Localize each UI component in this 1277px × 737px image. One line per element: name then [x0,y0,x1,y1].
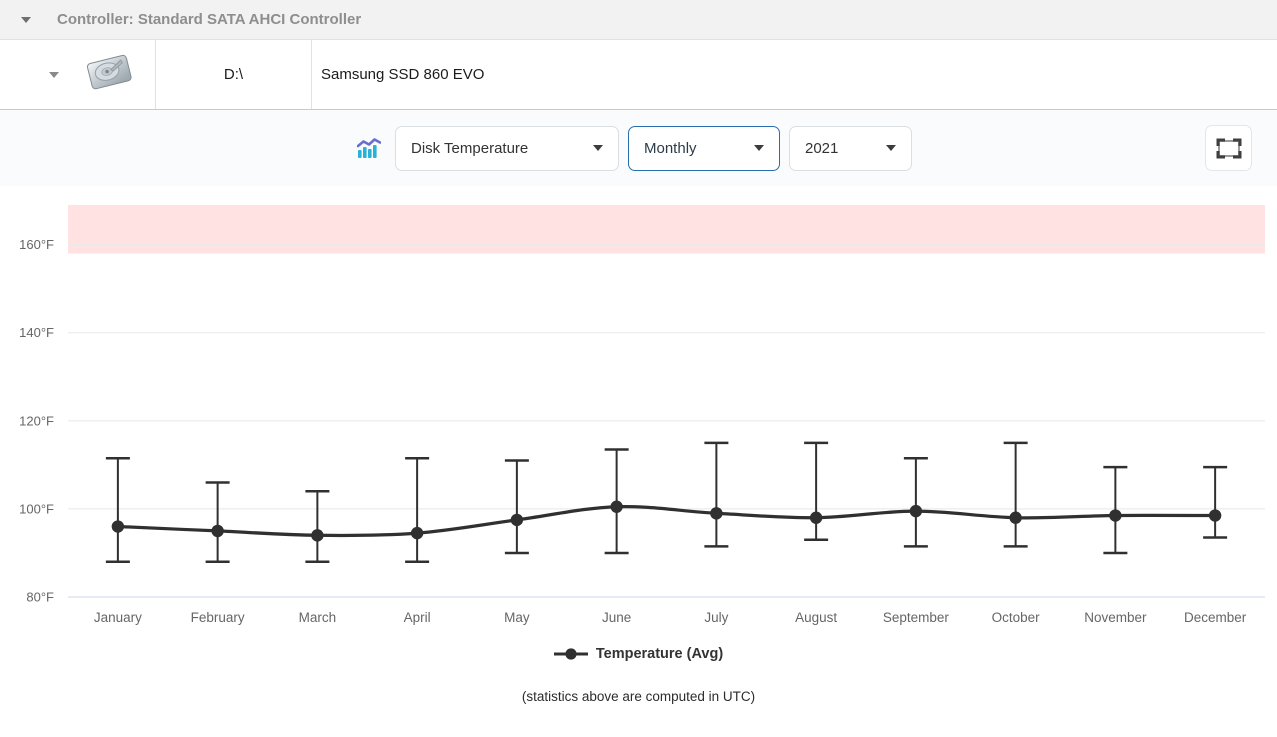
stats-chart-icon [357,137,381,159]
x-axis-label-May: May [504,610,530,625]
data-point-January[interactable] [111,520,125,533]
error-bar-August [804,441,829,541]
y-axis-label-140°F: 140°F [19,325,54,340]
controller-header: Controller: Standard SATA AHCI Controlle… [0,0,1277,40]
error-bar-March [305,490,330,564]
x-axis-label-August: August [795,610,837,625]
x-axis-label-June: June [602,610,631,625]
data-point-May[interactable] [510,513,524,527]
x-axis-label-January: January [94,610,142,625]
x-axis-label-September: September [883,610,950,625]
y-axis-label-120°F: 120°F [19,413,54,428]
fullscreen-button[interactable] [1205,125,1252,171]
data-point-February[interactable] [211,524,224,538]
drive-model: Samsung SSD 860 EVO [321,66,485,83]
drive-icon-cell [0,40,156,109]
hdd-icon [83,51,137,99]
controller-title: Controller: Standard SATA AHCI Controlle… [57,11,362,28]
metric-dropdown-value: Disk Temperature [411,139,529,157]
temperature-chart: 80°F 100°F 120°F 140°F 160°F January February M… [0,186,1277,632]
data-point-August[interactable] [809,511,823,524]
controller-collapse-button[interactable] [19,13,33,27]
x-axis-label-March: March [299,610,337,625]
data-point-September[interactable] [909,504,923,518]
y-axis-label-80°F: 80°F [26,590,54,605]
chart-svg: 80°F 100°F 120°F 140°F 160°F January February M… [19,205,1265,625]
x-axis-label-April: April [404,610,431,625]
period-dropdown[interactable]: Monthly [628,125,780,171]
utc-note: (statistics above are computed in UTC) [521,689,756,704]
x-axis-label-November: November [1084,610,1147,625]
data-point-June[interactable] [610,500,623,513]
plot-band-overheat [68,205,1265,254]
chevron-down-icon [21,16,31,23]
y-axis-label-100°F: 100°F [19,501,54,516]
error-bar-January [105,457,130,564]
error-bar-December [1203,465,1228,539]
error-bar-July [704,441,729,548]
error-bar-February [205,481,230,564]
data-point-November[interactable] [1109,509,1122,522]
y-axis-label-160°F: 160°F [19,237,54,252]
x-axis-label-October: October [992,610,1041,625]
data-point-July[interactable] [710,507,723,520]
metric-dropdown[interactable]: Disk Temperature [395,125,619,171]
data-point-March[interactable] [311,529,324,542]
error-bar-September [903,457,928,548]
drive-collapse-button[interactable] [47,68,61,82]
error-bar-October [1003,441,1028,548]
series-line-temperature-avg [117,504,1216,538]
x-axis-label-July: July [704,610,728,625]
chevron-down-icon [593,145,603,151]
chart-legend[interactable]: Temperature (Avg) [0,646,1277,662]
drive-row[interactable]: D:\ Samsung SSD 860 EVO [0,40,1277,110]
drive-letter: D:\ [156,40,312,109]
data-point-October[interactable] [1009,511,1022,524]
data-point-December[interactable] [1208,509,1222,522]
chevron-down-icon [49,71,59,78]
period-dropdown-value: Monthly [644,139,697,157]
legend-marker [553,647,588,661]
x-axis-label-December: December [1184,610,1247,625]
chevron-down-icon [754,145,764,151]
year-dropdown-value: 2021 [805,139,839,157]
chevron-down-icon [886,145,896,151]
x-axis-label-February: February [191,610,245,625]
controls-bar: Disk Temperature Monthly 2021 [0,110,1277,186]
year-dropdown[interactable]: 2021 [789,125,912,171]
error-bar-May [504,459,529,555]
fullscreen-icon [1216,138,1242,159]
legend-label: Temperature (Avg) [595,646,724,662]
error-bar-April [405,457,430,564]
data-point-April[interactable] [410,526,424,540]
